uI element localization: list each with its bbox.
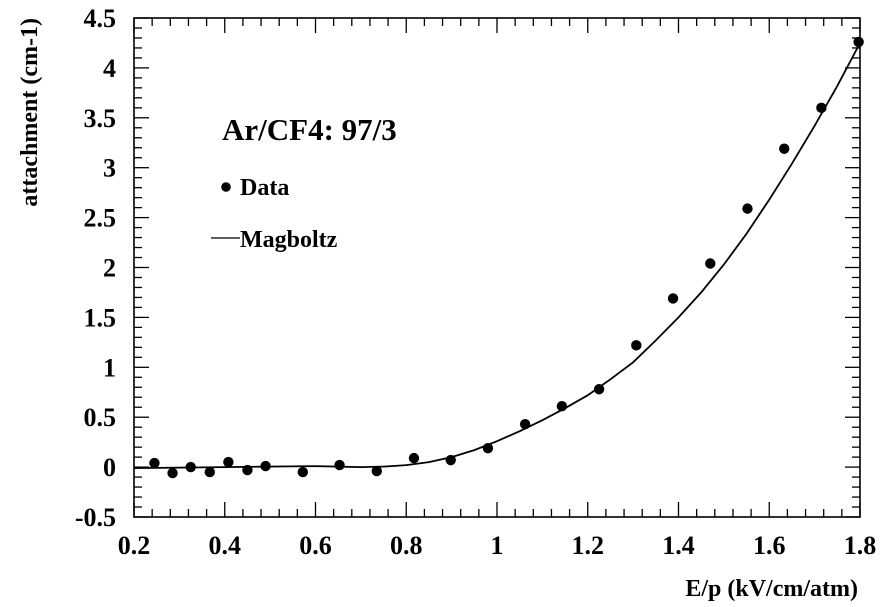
y-tick-label: -0.5 xyxy=(75,503,116,532)
data-points xyxy=(149,36,864,479)
x-tick-label: 1.6 xyxy=(753,531,786,560)
y-tick-label: 3 xyxy=(103,154,116,183)
data-point xyxy=(242,464,253,476)
y-tick-label: 0 xyxy=(103,453,116,482)
x-tick-label: 0.6 xyxy=(299,531,332,560)
x-tick-label: 0.2 xyxy=(118,531,151,560)
magboltz-curve xyxy=(133,42,861,469)
data-point xyxy=(371,465,382,477)
y-tick-label: 4.5 xyxy=(84,4,117,33)
data-point xyxy=(519,418,531,430)
data-point xyxy=(204,466,215,478)
legend-data-marker xyxy=(221,182,231,192)
legend-magboltz-label: Magboltz xyxy=(240,227,338,253)
data-point xyxy=(297,466,308,478)
data-point xyxy=(167,467,178,479)
data-point xyxy=(853,36,864,48)
y-axis-label: attachment (cm-1) xyxy=(17,18,43,207)
data-point xyxy=(149,457,160,469)
x-axis-label: E/p (kV/cm/atm) xyxy=(685,576,858,602)
legend: Data Magboltz xyxy=(211,175,338,253)
data-point xyxy=(408,452,420,464)
data-point xyxy=(445,454,456,466)
y-tick-label: 0.5 xyxy=(84,403,117,432)
data-point xyxy=(816,102,827,114)
data-point xyxy=(334,459,345,471)
y-tick-label: 1.5 xyxy=(84,303,117,332)
data-point xyxy=(223,456,234,468)
y-tick-label: 2.5 xyxy=(84,204,117,233)
legend-data-label: Data xyxy=(240,175,289,201)
y-tick-label: 1 xyxy=(103,353,116,382)
data-point xyxy=(482,442,494,454)
y-tick-label: 2 xyxy=(103,254,116,283)
x-tick-label: 1.4 xyxy=(662,531,695,560)
data-point xyxy=(779,143,790,154)
x-tick-label: 1 xyxy=(491,531,504,560)
x-tick-label: 0.8 xyxy=(390,531,423,560)
data-point xyxy=(185,461,196,473)
y-tick-label: 4 xyxy=(103,54,116,83)
data-point xyxy=(593,384,605,395)
x-tick-label: 1.8 xyxy=(844,531,877,560)
data-point xyxy=(667,293,679,304)
x-tick-labels: 0.2 0.4 0.6 0.8 1 1.2 1.4 1.6 1.8 xyxy=(118,531,877,560)
chart-title: Ar/CF4: 97/3 xyxy=(222,112,397,147)
y-tick-label: 3.5 xyxy=(84,104,117,133)
data-point xyxy=(260,460,271,472)
data-point xyxy=(742,203,753,214)
data-point xyxy=(705,258,716,269)
x-tick-label: 0.4 xyxy=(209,531,242,560)
data-point xyxy=(631,340,642,351)
data-point xyxy=(556,401,568,412)
axis-ticks xyxy=(133,17,861,518)
y-tick-labels: -0.5 0 0.5 1 1.5 2 2.5 3 3.5 4 4.5 xyxy=(75,4,116,532)
x-tick-label: 1.2 xyxy=(572,531,605,560)
